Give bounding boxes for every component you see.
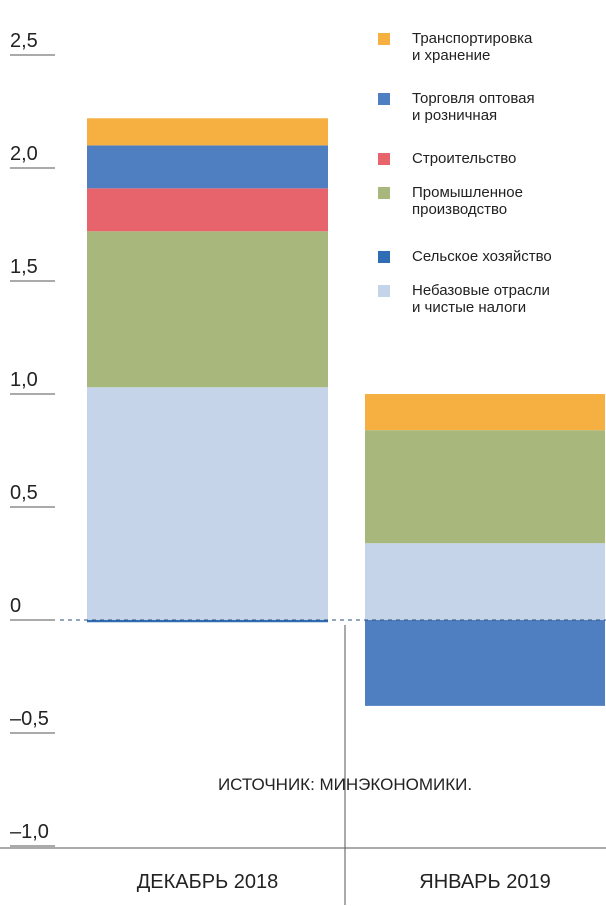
legend-item: Промышленное производство [378, 184, 523, 218]
bar-segment [87, 620, 328, 623]
legend-label: Небазовые отрасли и чистые налоги [412, 282, 550, 316]
legend-label: Транспортировка и хранение [412, 30, 533, 64]
legend-item: Сельское хозяйство [378, 248, 552, 265]
bar-segment [87, 387, 328, 620]
y-tick-label: 2,5 [10, 30, 38, 52]
bar-segment [87, 188, 328, 232]
legend-swatch [378, 251, 390, 263]
bar-segment [87, 231, 328, 388]
legend-item: Строительство [378, 150, 516, 167]
legend-item: Торговля оптовая и розничная [378, 90, 535, 124]
legend-swatch [378, 93, 390, 105]
bar-segment [365, 430, 605, 544]
legend-swatch [378, 285, 390, 297]
bar-segment [365, 543, 605, 620]
legend-label: Строительство [412, 150, 517, 167]
bar-segment [365, 620, 605, 706]
y-tick-label: 0 [10, 595, 21, 617]
legend-swatch [378, 153, 390, 165]
y-tick-label: 0,5 [10, 482, 38, 504]
legend-swatch [378, 187, 390, 199]
legend-item: Небазовые отрасли и чистые налоги [378, 282, 550, 316]
y-tick-label: –1,0 [10, 821, 49, 843]
y-tick-label: 1,0 [10, 369, 38, 391]
x-tick-label: ЯНВАРЬ 2019 [419, 871, 550, 893]
legend-swatch [378, 33, 390, 45]
x-tick-label: ДЕКАБРЬ 2018 [137, 871, 279, 893]
bar-segment [87, 145, 328, 189]
source: ИСТОЧНИК: МИНЭКОНОМИКИ. [218, 775, 472, 794]
y-tick-label: 1,5 [10, 256, 38, 278]
y-tick-label: 2,0 [10, 143, 38, 165]
legend-label: Торговля оптовая и розничная [412, 90, 535, 124]
legend-label: Сельское хозяйство [412, 248, 552, 265]
y-tick-label: –0,5 [10, 708, 49, 730]
legend-item: Транспортировка и хранение [378, 30, 532, 64]
bar-segment [365, 394, 605, 431]
legend-label: Промышленное производство [412, 184, 523, 218]
bar-segment [87, 118, 328, 146]
